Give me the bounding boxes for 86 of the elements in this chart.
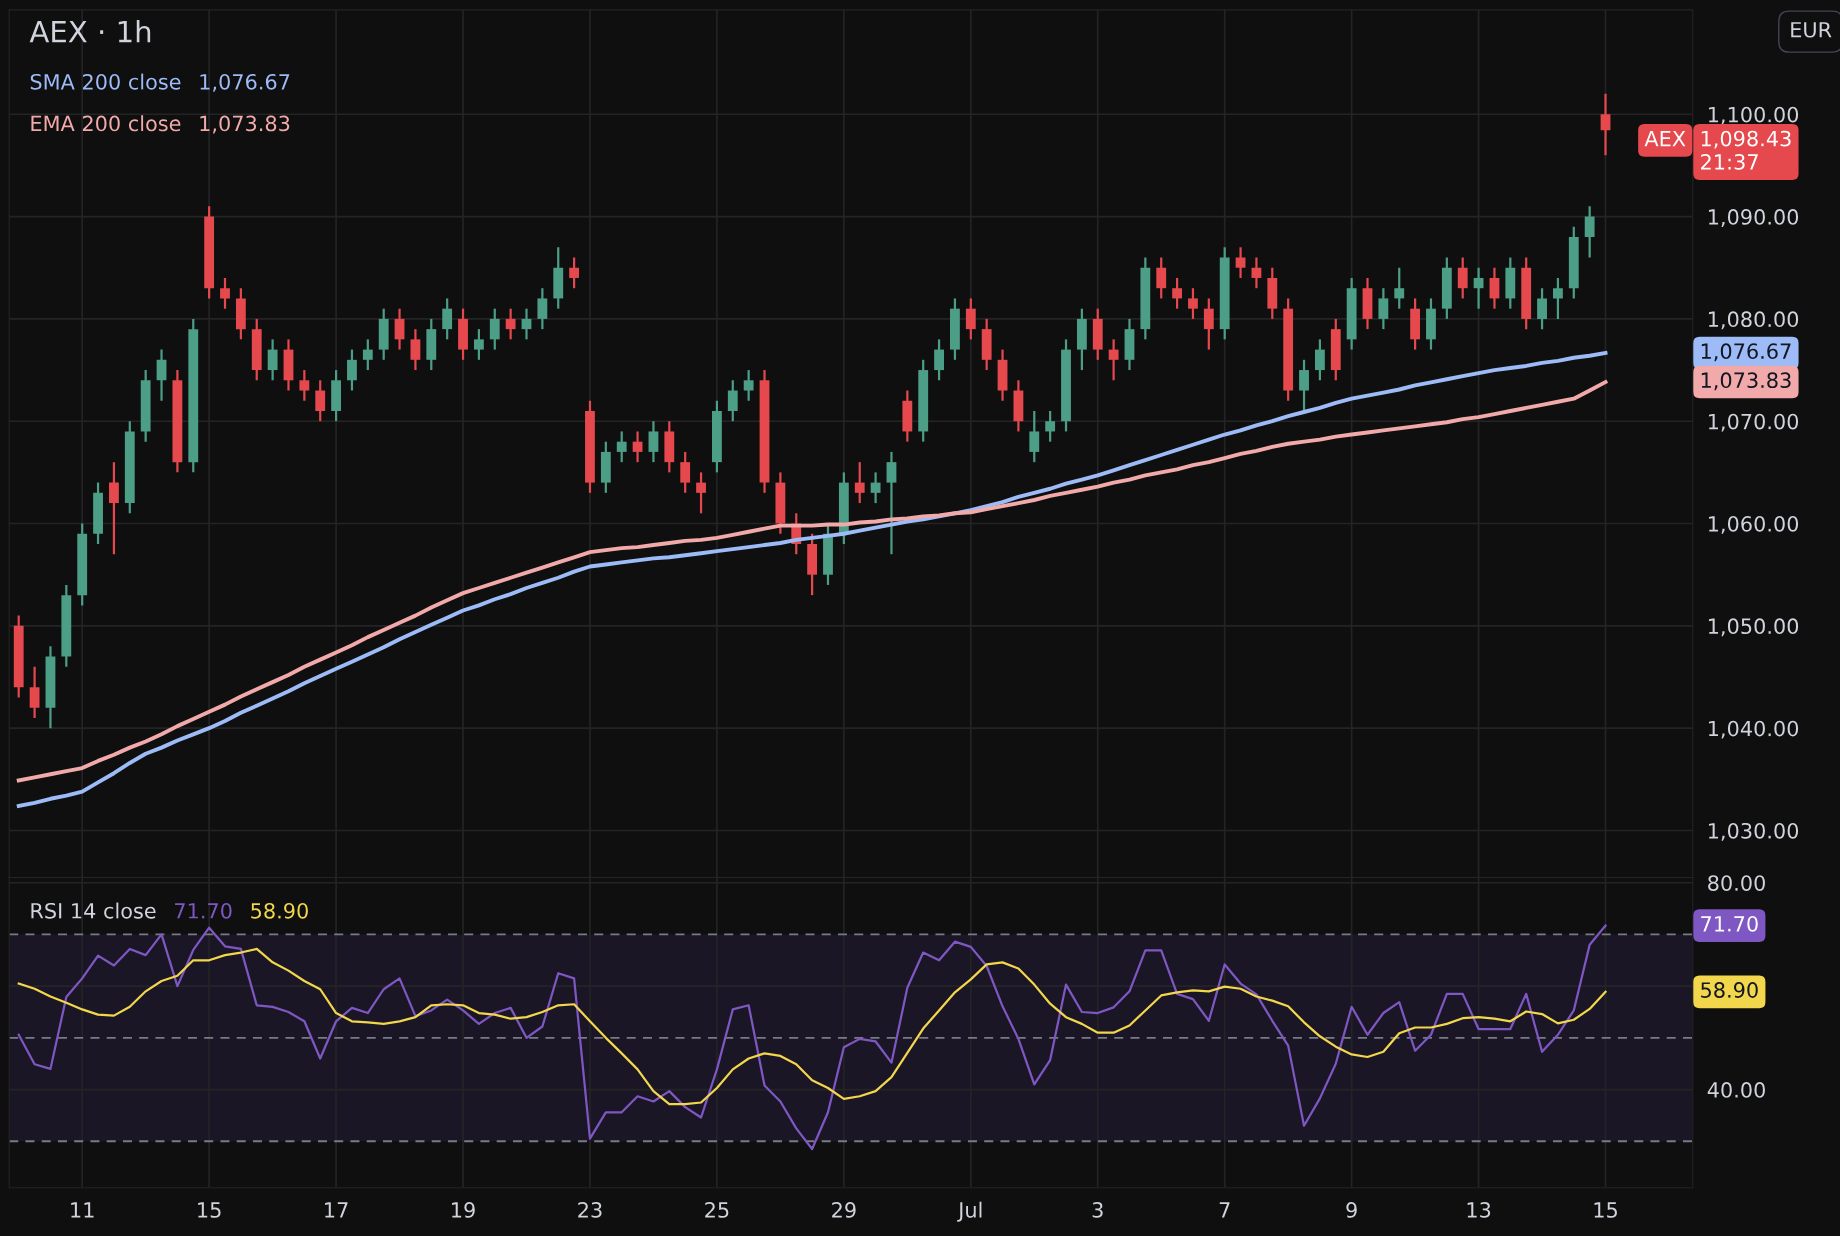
y-tick-label: 1,060.00 — [1708, 515, 1799, 534]
text: 1,076.67 — [1701, 343, 1791, 362]
candlestick — [965, 297, 976, 341]
annotation: 1,076.67 — [200, 73, 290, 92]
x-tick-label: 13 — [1467, 1202, 1491, 1218]
x-tick-label: 25 — [705, 1202, 729, 1218]
y-tick-label: 1,100.00 — [1708, 106, 1799, 125]
candlestick — [648, 420, 659, 464]
annotation: 58.90 — [251, 902, 308, 919]
x-tick-label: 15 — [1594, 1202, 1617, 1218]
candlestick — [616, 430, 627, 464]
candlestick — [1378, 287, 1389, 331]
y-tick-label: 1,050.00 — [1708, 618, 1799, 637]
candlestick — [870, 471, 881, 505]
candlestick — [743, 368, 754, 402]
candlestick — [267, 338, 278, 382]
line-series — [17, 947, 1607, 1106]
candlestick — [569, 256, 580, 290]
x-tick-label: Jul — [957, 1201, 982, 1222]
candlestick — [1473, 266, 1484, 310]
x-tick-label: 19 — [452, 1202, 475, 1218]
candlestick — [934, 338, 944, 382]
candlestick — [1553, 276, 1563, 320]
candlestick — [394, 307, 405, 351]
x-tick-label: 7 — [1219, 1202, 1230, 1218]
candlestick — [1188, 287, 1198, 320]
candlestick — [1203, 297, 1214, 351]
x-tick-label: 3 — [1092, 1202, 1103, 1218]
candlestick — [696, 471, 706, 515]
candlestick — [1600, 92, 1611, 157]
candlestick — [1156, 256, 1167, 300]
chart-title: AEX · 1h — [29, 20, 151, 43]
y-tick-label: 1,070.00 — [1708, 413, 1799, 432]
candlestick — [1172, 276, 1183, 310]
candlestick — [1029, 409, 1040, 464]
candlestick — [299, 368, 310, 402]
candlestick — [410, 328, 421, 372]
candlestick — [1537, 287, 1547, 331]
candlestick — [680, 450, 691, 494]
text: EUR — [1791, 22, 1832, 38]
text: EMA 200 close — [31, 115, 181, 132]
candlestick — [854, 461, 865, 505]
y-tick-label: 1,090.00 — [1708, 209, 1799, 227]
text: SMA 200 close — [30, 73, 181, 90]
x-tick-label: 29 — [832, 1202, 856, 1218]
candlestick — [442, 297, 453, 341]
candlestick — [1108, 338, 1119, 382]
y-tick-label: 1,080.00 — [1708, 311, 1799, 330]
y-tick-label: 40.00 — [1707, 1082, 1765, 1098]
candlestick — [727, 379, 738, 423]
y-tick-label: 1,040.00 — [1708, 720, 1799, 739]
text: 21:37 — [1701, 154, 1758, 170]
text: AEX — [1644, 130, 1686, 147]
candlestick — [156, 348, 167, 402]
x-tick-label: 15 — [198, 1202, 221, 1218]
candlestick — [537, 287, 548, 331]
annotation: 1,073.83 — [200, 115, 290, 134]
candlestick — [886, 450, 897, 556]
candlestick — [362, 338, 373, 372]
y-tick-label: 80.00 — [1708, 875, 1765, 891]
text: 1,073.83 — [1701, 372, 1791, 391]
candlestick — [347, 348, 357, 392]
text: 71.70 — [1701, 915, 1758, 932]
y-tick-label: 1,030.00 — [1708, 822, 1799, 841]
candlestick — [1489, 266, 1500, 310]
candlestick — [1584, 205, 1595, 259]
candlestick — [29, 665, 40, 720]
text: 58.90 — [1701, 982, 1758, 998]
candlestick — [505, 307, 516, 341]
x-tick-label: 23 — [578, 1202, 602, 1218]
annotation: 71.70 — [175, 902, 232, 919]
candlestick — [1314, 338, 1325, 382]
candlestick — [473, 328, 484, 361]
text: 1,098.43 — [1701, 130, 1791, 149]
candlestick — [1457, 256, 1468, 300]
candlestick — [315, 379, 326, 423]
candlestick — [1299, 358, 1309, 413]
x-tick-label: 11 — [71, 1202, 94, 1218]
text: RSI 14 close — [31, 902, 156, 919]
candlestick — [489, 307, 500, 351]
candlestick — [1045, 409, 1056, 443]
candlestick — [220, 276, 230, 310]
candlestick — [1394, 266, 1405, 310]
x-tick-label: 17 — [325, 1202, 348, 1218]
x-tick-label: 9 — [1346, 1202, 1357, 1218]
candlestick — [109, 461, 119, 556]
